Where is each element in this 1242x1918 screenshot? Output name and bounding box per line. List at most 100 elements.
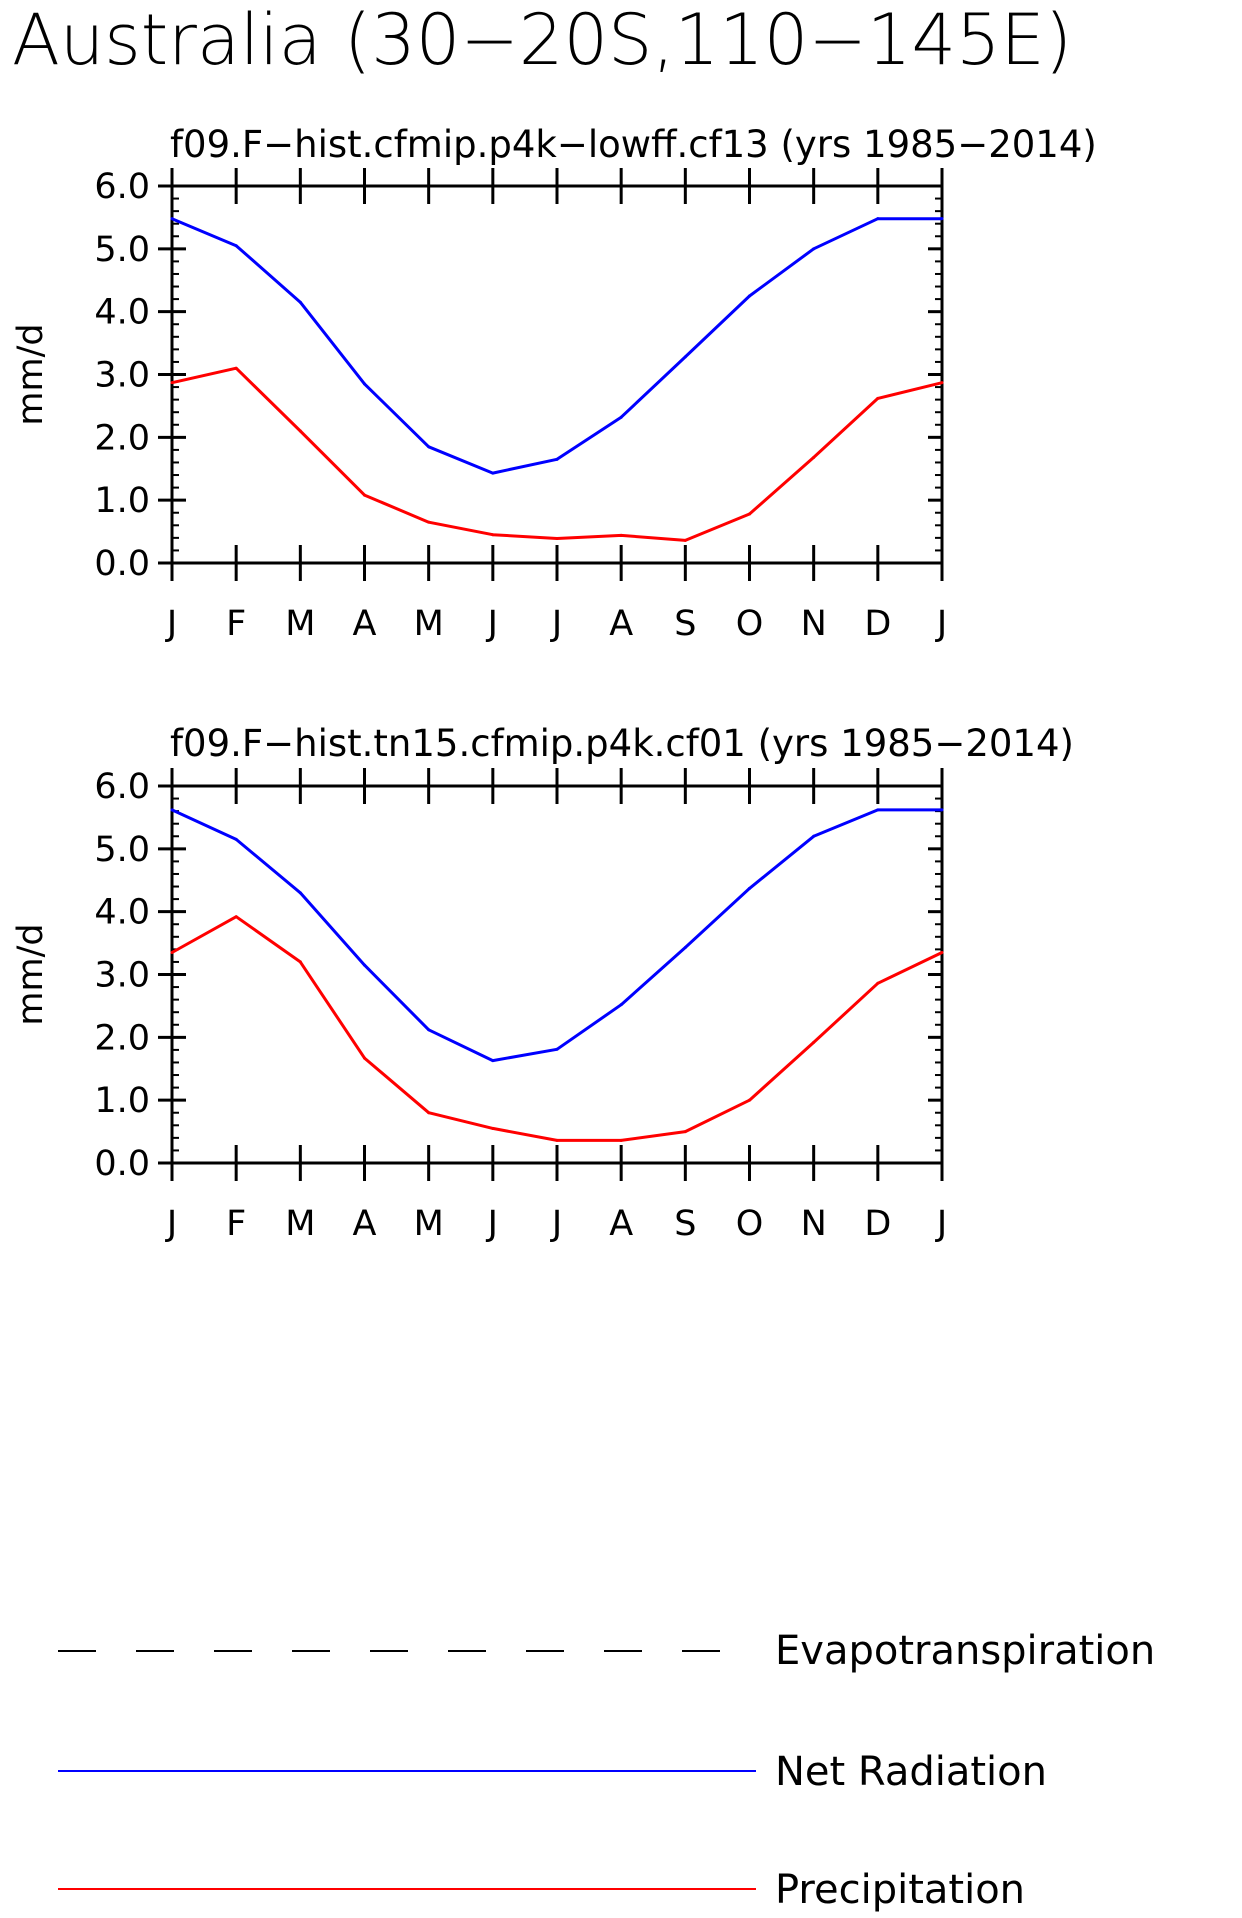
y-axis-title: mm/d xyxy=(11,923,51,1025)
data-point-precipitation xyxy=(619,533,623,537)
data-point-net-radiation xyxy=(234,837,238,841)
data-point-precipitation xyxy=(427,1111,431,1115)
plot-frame xyxy=(170,784,944,1165)
x-tick-label: A xyxy=(353,1204,377,1244)
data-point-precipitation xyxy=(234,366,238,370)
x-tick-label: D xyxy=(864,604,891,644)
x-tick-label: S xyxy=(674,1204,696,1244)
data-point-precipitation xyxy=(748,1098,751,1102)
data-point-precipitation xyxy=(683,1130,687,1134)
y-tick-label: 0.0 xyxy=(94,1144,150,1184)
legend-label-precipitation: Precipitation xyxy=(775,1867,1025,1913)
x-tick-label: J xyxy=(935,604,947,644)
data-point-precipitation xyxy=(170,381,174,385)
data-point-net-radiation xyxy=(555,1047,559,1051)
panel-title: f09.F−hist.cfmip.p4k−lowff.cf13 (yrs 198… xyxy=(170,123,1097,166)
data-point-net-radiation xyxy=(748,886,751,890)
data-point-net-radiation xyxy=(363,963,366,967)
y-tick-label: 4.0 xyxy=(94,893,150,933)
legend-label-net-radiation: Net Radiation xyxy=(775,1749,1047,1795)
y-tick-label: 2.0 xyxy=(94,1018,150,1058)
x-tick-label: O xyxy=(736,1204,764,1244)
data-point-net-radiation xyxy=(170,217,174,221)
y-tick-label: 5.0 xyxy=(94,230,150,270)
x-tick-label: A xyxy=(609,1204,633,1244)
y-tick-label: 1.0 xyxy=(94,1081,150,1121)
data-point-net-radiation xyxy=(234,244,238,248)
legend-item-evapotranspiration: Evapotranspiration xyxy=(58,1628,1155,1674)
data-point-precipitation xyxy=(427,520,431,524)
legend-item-precipitation: Precipitation xyxy=(58,1867,1025,1913)
y-tick-label: 3.0 xyxy=(94,356,150,396)
figure-title: Australia (30−20S,110−145E) xyxy=(12,0,1072,81)
x-tick-label: J xyxy=(550,604,562,644)
data-point-precipitation xyxy=(491,533,495,537)
x-tick-label: J xyxy=(486,1204,498,1244)
series-line-net-radiation xyxy=(171,217,942,475)
data-point-precipitation xyxy=(940,951,944,955)
x-tick-label: M xyxy=(285,1204,315,1244)
y-tick-label: 6.0 xyxy=(94,767,150,807)
data-point-net-radiation xyxy=(876,217,880,221)
data-point-precipitation xyxy=(298,960,302,964)
data-point-net-radiation xyxy=(491,1059,495,1063)
data-point-net-radiation xyxy=(363,382,366,386)
data-point-precipitation xyxy=(363,493,366,497)
x-tick-label: J xyxy=(550,1204,562,1244)
chart-panel-1: f09.F−hist.cfmip.p4k−lowff.cf13 (yrs 198… xyxy=(11,123,1097,644)
data-point-net-radiation xyxy=(876,808,880,812)
data-point-net-radiation xyxy=(812,247,816,251)
data-point-net-radiation xyxy=(298,300,302,304)
y-axis-title: mm/d xyxy=(11,323,51,425)
data-point-precipitation xyxy=(555,536,559,540)
x-tick-label: J xyxy=(165,1204,177,1244)
x-tick-label: A xyxy=(609,604,633,644)
data-point-precipitation xyxy=(555,1138,559,1142)
data-point-net-radiation xyxy=(812,834,816,838)
y-tick-label: 3.0 xyxy=(94,956,150,996)
x-tick-label: O xyxy=(736,604,764,644)
data-point-precipitation xyxy=(812,1040,816,1044)
x-tick-label: M xyxy=(414,1204,444,1244)
y-tick-label: 1.0 xyxy=(94,481,150,521)
data-point-net-radiation xyxy=(683,355,687,359)
x-tick-label: J xyxy=(935,1204,947,1244)
panel-title: f09.F−hist.tn15.cfmip.p4k.cf01 (yrs 1985… xyxy=(170,722,1074,765)
data-point-net-radiation xyxy=(170,808,174,812)
data-point-precipitation xyxy=(298,429,302,433)
x-tick-label: F xyxy=(226,604,246,644)
data-point-net-radiation xyxy=(427,1028,431,1032)
data-point-precipitation xyxy=(363,1056,366,1060)
data-point-net-radiation xyxy=(427,445,431,449)
x-tick-label: J xyxy=(165,604,177,644)
x-tick-label: N xyxy=(801,604,827,644)
x-tick-label: N xyxy=(801,1204,827,1244)
series-line-precipitation xyxy=(171,366,943,542)
series-line-net-radiation xyxy=(171,808,942,1063)
series-line-precipitation xyxy=(171,915,943,1142)
data-point-precipitation xyxy=(748,512,751,516)
legend-item-net-radiation: Net Radiation xyxy=(58,1749,1047,1795)
data-point-net-radiation xyxy=(940,217,944,221)
x-tick-label: D xyxy=(864,1204,891,1244)
legend: Evapotranspiration Net Radiation Precipi… xyxy=(58,1628,1155,1913)
chart-panel-2: f09.F−hist.tn15.cfmip.p4k.cf01 (yrs 1985… xyxy=(11,722,1074,1244)
data-point-net-radiation xyxy=(555,457,559,461)
y-tick-label: 2.0 xyxy=(94,418,150,458)
data-point-net-radiation xyxy=(683,945,687,949)
data-point-precipitation xyxy=(940,381,944,385)
legend-label-evapotranspiration: Evapotranspiration xyxy=(775,1628,1155,1674)
y-tick-label: 5.0 xyxy=(94,830,150,870)
data-point-precipitation xyxy=(234,915,238,919)
data-point-net-radiation xyxy=(619,415,623,419)
data-point-precipitation xyxy=(876,396,880,400)
x-tick-label: M xyxy=(285,604,315,644)
data-point-precipitation xyxy=(683,538,687,542)
data-point-net-radiation xyxy=(619,1003,623,1007)
data-point-net-radiation xyxy=(940,808,944,812)
x-tick-label: M xyxy=(414,604,444,644)
data-point-net-radiation xyxy=(298,891,302,895)
y-tick-label: 0.0 xyxy=(94,544,150,584)
data-point-precipitation xyxy=(491,1126,495,1130)
